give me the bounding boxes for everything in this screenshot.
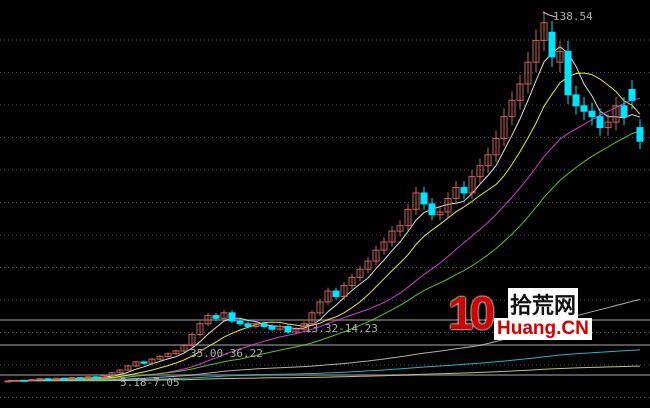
candle-up — [300, 323, 308, 330]
candle-up — [108, 372, 116, 376]
candle-down — [268, 325, 276, 330]
candle-up — [84, 376, 92, 379]
candle-up — [4, 380, 12, 383]
candle-up — [388, 230, 396, 243]
candle-up — [364, 260, 372, 270]
watermark-logo: 10 拾荒网 Huang.CN — [448, 287, 598, 350]
candle-up — [612, 105, 620, 123]
candle-down — [620, 105, 628, 118]
logo-number: 10 — [448, 287, 495, 339]
candle-up — [52, 377, 60, 381]
candle-up — [220, 312, 228, 319]
candle-up — [452, 187, 460, 199]
candle-up — [292, 328, 300, 333]
candle-down — [212, 315, 220, 319]
candle-down — [572, 94, 580, 107]
candle-down — [564, 50, 572, 96]
candle-up — [532, 39, 540, 63]
candle-up — [196, 323, 204, 336]
candle-up — [604, 121, 612, 129]
candle-up — [164, 353, 172, 357]
annotation-label: 5.18-7.05 — [120, 376, 180, 389]
candle-down — [228, 312, 236, 322]
candle-up — [396, 225, 404, 232]
candle-down — [636, 127, 644, 142]
candle-up — [252, 323, 260, 327]
candle-up — [468, 176, 476, 194]
candle-up — [380, 241, 388, 251]
candle-down — [260, 323, 268, 327]
candle-down — [92, 376, 100, 379]
candle-down — [332, 290, 340, 297]
candle-down — [76, 377, 84, 380]
annotation-label: 35.00-36.22 — [190, 347, 263, 360]
candle-up — [28, 379, 36, 382]
candle-up — [516, 83, 524, 101]
ma250-line — [8, 365, 641, 382]
ma30-line — [7, 130, 641, 382]
candle-up — [556, 50, 564, 63]
high-marker — [542, 11, 557, 18]
candle-up — [404, 208, 412, 227]
candle-down — [284, 325, 292, 333]
candle-up — [308, 312, 316, 325]
high-price-label: 138.54 — [553, 10, 593, 23]
candle-down — [428, 203, 436, 216]
candle-up — [476, 165, 484, 178]
candle-up — [444, 197, 452, 213]
candle-down — [588, 110, 596, 118]
candle-up — [188, 334, 196, 347]
logo-chinese: 拾荒网 — [508, 288, 579, 320]
candle-up — [348, 276, 356, 287]
candle-down — [596, 116, 604, 129]
candle-down — [628, 88, 636, 101]
candle-up — [316, 301, 324, 314]
candle-up — [508, 99, 516, 118]
candle-up — [180, 345, 188, 352]
candle-up — [324, 290, 332, 303]
annotation-label: 13.32-14.23 — [305, 322, 378, 335]
candle-down — [580, 105, 588, 112]
candle-down — [244, 323, 252, 327]
candle-up — [276, 325, 284, 330]
candle-up — [540, 22, 548, 41]
candle-up — [340, 285, 348, 297]
candle-up — [124, 365, 132, 371]
candle-down — [460, 187, 468, 194]
candle-up — [484, 154, 492, 167]
candle-up — [100, 374, 108, 378]
candle-up — [372, 249, 380, 262]
candle-down — [20, 379, 28, 382]
candle-up — [12, 379, 20, 382]
ma10-line — [7, 72, 641, 382]
candle-up — [436, 211, 444, 216]
candle-down — [140, 361, 148, 364]
candle-down — [60, 377, 68, 380]
candle-up — [356, 268, 364, 278]
candle-up — [156, 355, 164, 360]
candle-up — [492, 137, 500, 156]
candle-up — [500, 116, 508, 139]
candle-down — [44, 378, 52, 381]
logo-domain: Huang.CN — [494, 318, 592, 340]
candle-down — [548, 31, 556, 58]
candle-up — [412, 192, 420, 210]
candle-up — [132, 361, 140, 367]
candle-down — [420, 192, 428, 205]
candle-up — [116, 369, 124, 374]
candle-down — [236, 320, 244, 325]
candle-up — [172, 350, 180, 355]
candle-up — [68, 377, 76, 380]
candle-up — [524, 61, 532, 85]
candle-up — [148, 358, 156, 364]
candle-up — [204, 315, 212, 325]
candle-up — [36, 378, 44, 381]
